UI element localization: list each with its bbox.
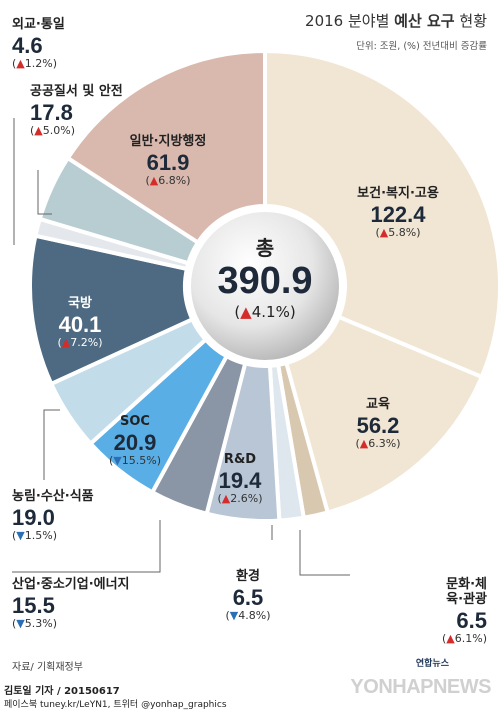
- slice-value: 15.5: [12, 592, 55, 618]
- leader-line-3: [299, 530, 350, 576]
- up-arrow-icon: ▲: [379, 226, 389, 240]
- down-arrow-icon: ▼: [16, 617, 25, 631]
- pie-slice-2: [283, 314, 485, 515]
- leader-line-8: [43, 409, 60, 480]
- slice-value: 122.4: [370, 201, 426, 227]
- slice-change: (▲5.8%): [375, 226, 421, 240]
- slice-name: 문화·체육·관광: [446, 577, 487, 607]
- social-credit: 페이스북 tuney.kr/LeYN1, 트위터 @yonhap_graphic…: [4, 700, 227, 710]
- pie-slice-9: [28, 233, 195, 387]
- slice-change: (▲6.1%): [441, 632, 487, 646]
- center-change: (▲4.1%): [234, 302, 296, 321]
- slice-value: 61.9: [146, 149, 190, 175]
- slice-value: 19.4: [218, 467, 262, 493]
- slice-value: 17.8: [30, 99, 73, 125]
- slice-value: 56.2: [356, 412, 400, 438]
- source-note: 자료/ 기획재정부: [12, 662, 83, 673]
- slice-label-12: 일반·지방행정 61.9 (▲6.8%): [129, 134, 207, 188]
- center-label: 총: [255, 236, 275, 260]
- slice-name: 농림·수산·식품: [12, 489, 94, 504]
- up-arrow-icon: ▲: [149, 174, 159, 188]
- up-arrow-icon: ▲: [359, 437, 369, 451]
- watermark: YONHAPNEWS: [350, 676, 491, 698]
- slice-change: (▲6.8%): [145, 174, 191, 188]
- slice-change: (▼15.5%): [108, 454, 162, 468]
- slice-name: 공공질서 및 안전: [30, 84, 123, 99]
- slice-name: 보건·복지·고용: [357, 186, 439, 201]
- slice-label-2: 교육 56.2 (▲6.3%): [355, 397, 401, 451]
- slice-value: 19.0: [12, 504, 55, 530]
- slice-label-3: 문화·체육·관광 6.5 (▲6.1%): [441, 577, 487, 646]
- slice-change: (▲2.6%): [217, 492, 263, 506]
- leader-line-11: [37, 170, 52, 215]
- slice-label-6: 산업·중소기업·에너지 15.5 (▼5.3%): [12, 577, 130, 631]
- slice-name: 국방: [68, 296, 92, 311]
- slice-name: R&D: [223, 452, 257, 467]
- slice-name: 외교·통일: [12, 17, 65, 32]
- brand-logo: 연합뉴스: [415, 659, 449, 669]
- slice-label-5: R&D 19.4 (▲2.6%): [217, 452, 263, 506]
- up-arrow-icon: ▲: [446, 632, 455, 646]
- unit-note: 단위: 조원, (%) 전년대비 증감률: [356, 41, 487, 52]
- down-arrow-icon: ▼: [229, 609, 239, 623]
- slice-label-8: 농림·수산·식품 19.0 (▼1.5%): [12, 489, 94, 543]
- center-ball: [191, 212, 339, 360]
- slice-change: (▲7.2%): [57, 336, 103, 350]
- chart-title: 2016 분야별 예산 요구 현황: [305, 12, 487, 30]
- slice-value: 6.5: [232, 584, 264, 610]
- slice-change: (▼5.3%): [12, 617, 58, 631]
- center-value: 390.9: [217, 260, 313, 302]
- leader-line-6: [12, 520, 161, 573]
- slice-label-11: 공공질서 및 안전 17.8 (▲5.0%): [30, 84, 123, 138]
- slice-change: (▼4.8%): [225, 609, 271, 623]
- reporter-credit: 김토일 기자 / 20150617: [4, 686, 120, 697]
- slice-label-10: 외교·통일 4.6 (▲1.2%): [12, 17, 65, 71]
- slice-name: SOC: [120, 414, 150, 429]
- pie-slice-12: [65, 48, 267, 246]
- slice-value: 20.9: [113, 429, 157, 455]
- slice-change: (▲5.0%): [30, 124, 76, 138]
- slice-label-7: SOC 20.9 (▼15.5%): [108, 414, 162, 468]
- up-arrow-icon: ▲: [61, 336, 71, 350]
- down-arrow-icon: ▼: [16, 529, 25, 543]
- slice-change: (▲1.2%): [12, 57, 58, 71]
- slice-name: 환경: [236, 569, 260, 584]
- center-total: 총 390.9 (▲4.1%): [190, 232, 340, 321]
- up-arrow-icon: ▲: [34, 124, 43, 138]
- slice-value: 40.1: [58, 311, 102, 337]
- slice-label-1: 보건·복지·고용 122.4 (▲5.8%): [357, 186, 439, 240]
- slice-value: 4.6: [12, 32, 43, 58]
- up-arrow-icon: ▲: [16, 57, 25, 71]
- up-arrow-icon: ▲: [221, 492, 231, 506]
- down-arrow-icon: ▼: [113, 454, 122, 468]
- slice-label-9: 국방 40.1 (▲7.2%): [57, 296, 103, 350]
- slice-name: 일반·지방행정: [129, 134, 207, 149]
- slice-value: 6.5: [456, 607, 487, 633]
- slice-name: 산업·중소기업·에너지: [12, 577, 130, 592]
- slice-change: (▲6.3%): [355, 437, 401, 451]
- slice-label-4: 환경 6.5 (▼4.8%): [225, 569, 271, 623]
- slice-change: (▼1.5%): [12, 529, 58, 543]
- slice-name: 교육: [366, 397, 390, 412]
